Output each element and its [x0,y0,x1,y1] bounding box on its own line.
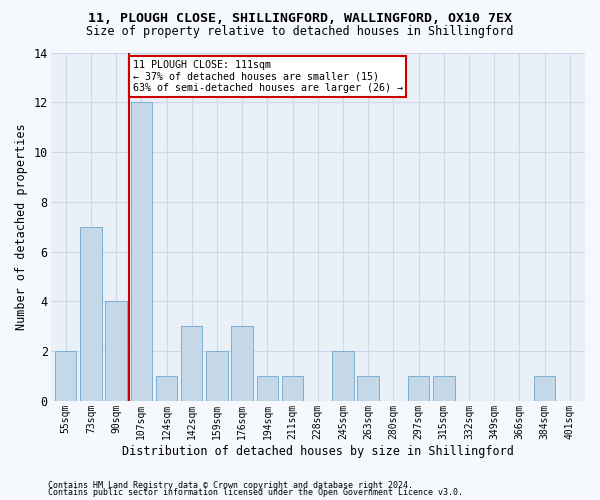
Text: Contains public sector information licensed under the Open Government Licence v3: Contains public sector information licen… [48,488,463,497]
Bar [131,102,152,401]
Bar [156,376,177,401]
Text: 11 PLOUGH CLOSE: 111sqm
← 37% of detached houses are smaller (15)
63% of semi-de: 11 PLOUGH CLOSE: 111sqm ← 37% of detache… [133,60,403,93]
Bar [232,326,253,401]
Bar [257,376,278,401]
Bar [433,376,455,401]
Y-axis label: Number of detached properties: Number of detached properties [15,124,28,330]
Bar [358,376,379,401]
Text: 11, PLOUGH CLOSE, SHILLINGFORD, WALLINGFORD, OX10 7EX: 11, PLOUGH CLOSE, SHILLINGFORD, WALLINGF… [88,12,512,26]
Bar [55,351,76,401]
X-axis label: Distribution of detached houses by size in Shillingford: Distribution of detached houses by size … [122,444,514,458]
Bar [206,351,227,401]
Bar [408,376,430,401]
Text: Size of property relative to detached houses in Shillingford: Size of property relative to detached ho… [86,25,514,38]
Bar [106,302,127,401]
Bar [534,376,556,401]
Bar [332,351,354,401]
Bar [181,326,202,401]
Text: Contains HM Land Registry data © Crown copyright and database right 2024.: Contains HM Land Registry data © Crown c… [48,480,413,490]
Bar [80,226,101,401]
Bar [282,376,303,401]
